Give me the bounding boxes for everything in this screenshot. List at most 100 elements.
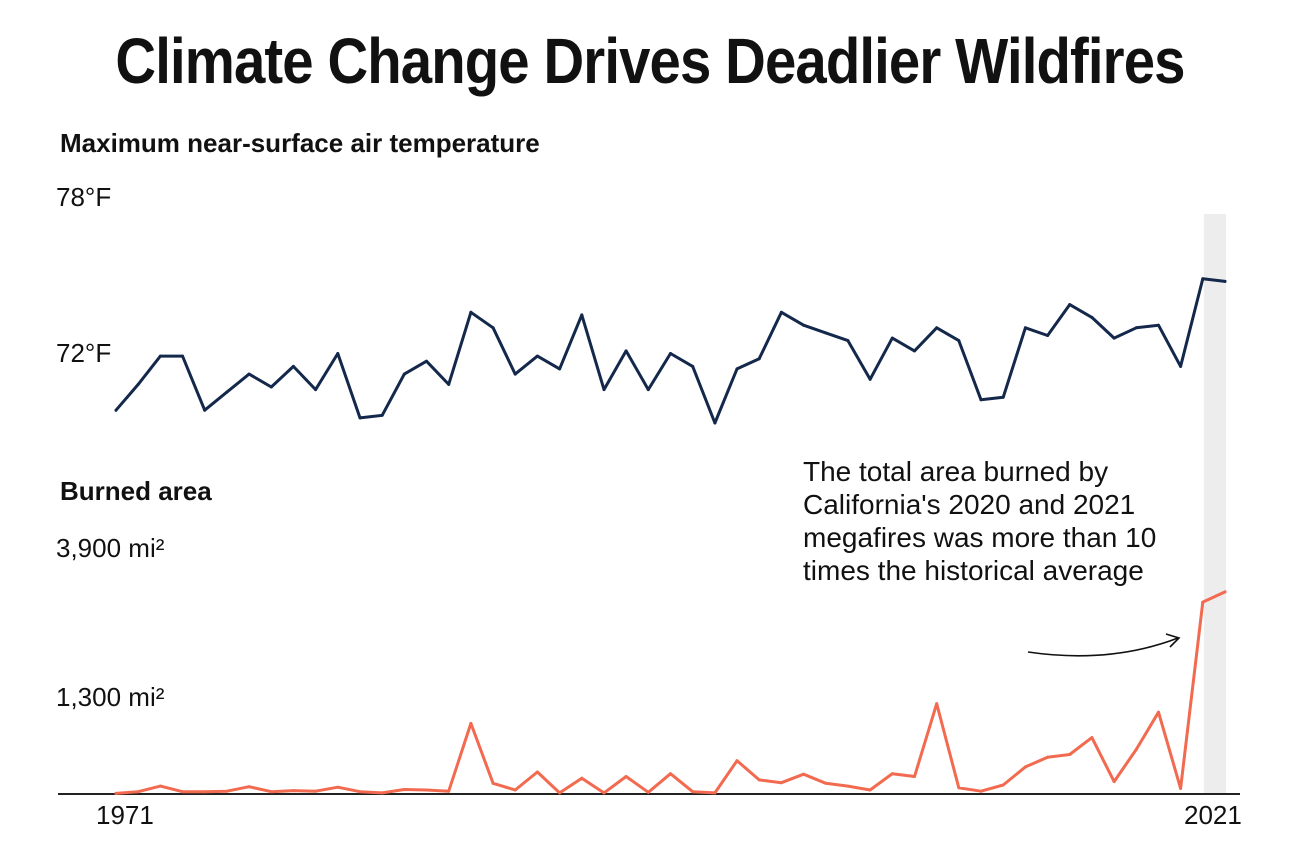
temperature-point-2012	[1023, 326, 1027, 330]
burned-area-point-2013	[1046, 755, 1050, 759]
temperature-point-1973	[158, 354, 162, 358]
burned-area-panel-title: Burned area	[60, 476, 212, 506]
burned-area-point-2002	[802, 772, 806, 776]
burned-area-point-1978	[269, 790, 273, 794]
burned-area-point-1974	[181, 790, 184, 794]
x-tick-start: 1971	[96, 800, 154, 830]
burned-area-point-2012	[1023, 765, 1027, 769]
temperature-point-1971	[114, 408, 118, 412]
temperature-point-2008	[935, 326, 939, 330]
burned-area-tick-top: 3,900 mi²	[56, 533, 165, 563]
temperature-point-1985	[425, 359, 428, 363]
burned-area-point-2004	[846, 784, 850, 788]
burned-area-point-1972	[136, 790, 140, 794]
burned-area-point-2009	[957, 786, 961, 790]
temperature-point-1990	[535, 354, 539, 358]
temperature-point-1981	[336, 352, 340, 355]
temperature-point-1989	[513, 372, 517, 376]
burned-area-tick-mid: 1,300 mi²	[56, 682, 165, 712]
temperature-point-1986	[447, 382, 451, 386]
burned-area-point-2014	[1068, 753, 1072, 756]
x-tick-end: 2021	[1184, 800, 1242, 830]
burned-area-point-1988	[491, 781, 495, 785]
burned-area-point-1986	[447, 789, 451, 793]
burned-area-point-2016	[1112, 780, 1116, 784]
temperature-point-1983	[380, 413, 384, 417]
temperature-point-2013	[1046, 334, 1050, 337]
burned-area-point-1992	[580, 776, 584, 780]
burned-area-point-1984	[402, 788, 406, 791]
temperature-point-1972	[136, 382, 140, 386]
burned-area-point-2019	[1179, 786, 1183, 790]
burned-area-series-line	[114, 590, 1227, 795]
temperature-point-1978	[269, 385, 273, 389]
temperature-point-1980	[314, 388, 318, 392]
temperature-point-2020	[1201, 277, 1205, 281]
burned-area-point-1987	[469, 721, 473, 725]
annotation-text: The total area burned by California's 20…	[803, 456, 1157, 587]
temperature-point-2000	[757, 357, 761, 361]
burned-area-point-1975	[203, 790, 207, 794]
burned-area-point-1997	[691, 790, 695, 794]
temperature-point-2004	[846, 339, 850, 343]
temperature-point-2003	[824, 331, 828, 335]
temperature-point-1988	[491, 326, 495, 330]
burned-area-point-2000	[757, 778, 761, 782]
temperature-point-1982	[358, 416, 362, 420]
temperature-point-2017	[1134, 326, 1138, 330]
temperature-point-2007	[913, 349, 916, 353]
burned-area-point-2015	[1090, 736, 1094, 740]
burned-area-point-1977	[247, 785, 251, 789]
temperature-point-1975	[203, 408, 207, 412]
temperature-point-1977	[247, 372, 251, 376]
temperature-point-2005	[868, 377, 872, 381]
temperature-series-line	[114, 277, 1227, 425]
burned-area-point-1980	[314, 789, 318, 793]
temperature-point-2015	[1090, 315, 1094, 319]
burned-area-point-2018	[1157, 710, 1160, 714]
temperature-panel-title: Maximum near-surface air temperature	[60, 128, 540, 158]
burned-area-point-2011	[1001, 783, 1005, 787]
temperature-point-2016	[1112, 336, 1116, 340]
burned-area-point-1971	[114, 791, 118, 795]
temperature-point-1976	[225, 390, 229, 394]
annotation-arrowhead	[1165, 633, 1181, 648]
temperature-point-1984	[402, 372, 406, 376]
temperature-point-1994	[624, 349, 628, 353]
burned-area-point-1998	[713, 791, 717, 795]
burned-area-point-2017	[1134, 747, 1138, 751]
burned-area-point-1985	[425, 788, 428, 792]
temperature-point-2014	[1068, 303, 1072, 307]
burned-area-point-1976	[225, 789, 229, 793]
temperature-point-1992	[580, 313, 584, 317]
burned-area-point-1990	[535, 770, 539, 774]
burned-area-point-2003	[824, 781, 828, 785]
burned-area-point-1979	[291, 789, 295, 793]
burned-area-point-1989	[513, 788, 517, 792]
burned-area-point-2020	[1201, 600, 1205, 604]
burned-area-point-2006	[890, 772, 894, 776]
burned-area-point-2001	[779, 781, 783, 785]
temperature-point-1995	[646, 388, 650, 392]
temperature-point-2019	[1179, 364, 1183, 368]
highlight-band-2020-2021	[1203, 214, 1226, 794]
temperature-point-1991	[558, 367, 562, 371]
temperature-point-2018	[1157, 323, 1160, 327]
burned-area-point-1995	[646, 790, 650, 794]
chart-title: Climate Change Drives Deadlier Wildfires	[115, 25, 1185, 97]
temperature-point-1998	[713, 421, 717, 425]
temperature-point-1974	[181, 354, 184, 358]
temperature-tick-top: 78°F	[56, 182, 112, 212]
burned-area-point-2007	[913, 775, 916, 778]
burned-area-point-1982	[358, 790, 362, 794]
burned-area-point-1983	[380, 791, 384, 795]
burned-area-point-2010	[979, 789, 983, 793]
burned-area-point-1993	[602, 791, 606, 795]
temperature-point-2001	[779, 310, 783, 314]
temperature-point-2002	[802, 323, 806, 327]
burned-area-point-1996	[669, 772, 672, 776]
burned-area-point-1999	[735, 759, 739, 763]
burned-area-point-2008	[935, 702, 939, 706]
temperature-point-1993	[602, 388, 606, 392]
